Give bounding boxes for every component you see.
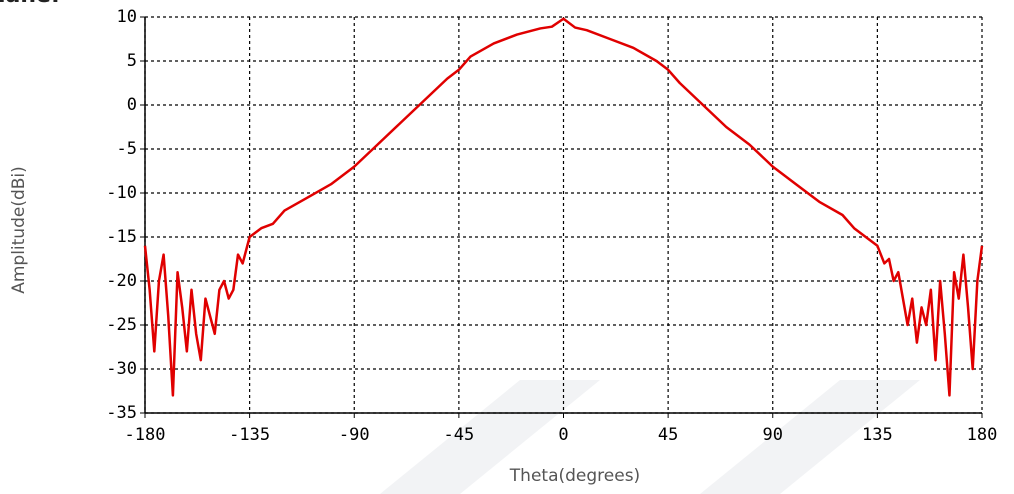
y-tick-label: -35 [106, 403, 137, 423]
y-tick-label: 10 [117, 7, 137, 27]
background-shape [700, 380, 920, 494]
y-tick-label: -25 [106, 315, 137, 335]
x-tick-label: 0 [558, 425, 568, 445]
x-tick-label: 90 [763, 425, 783, 445]
y-tick-label: 0 [127, 95, 137, 115]
x-tick-label: 135 [862, 425, 893, 445]
x-axis-title: Theta(degrees) [509, 466, 640, 486]
y-tick-label: -15 [106, 227, 137, 247]
y-tick-label: -5 [117, 139, 137, 159]
data-line [143, 17, 984, 397]
x-tick-label: -180 [125, 425, 166, 445]
x-tick-label: 180 [967, 425, 998, 445]
x-tick-label: 45 [658, 425, 678, 445]
y-tick-label: -10 [106, 183, 137, 203]
x-tick-label: -90 [339, 425, 370, 445]
annotation: lane: [0, 0, 60, 8]
x-tick-label: -45 [444, 425, 475, 445]
x-tick-label: -135 [229, 425, 270, 445]
background-shape [380, 380, 600, 494]
y-tick-label: -30 [106, 359, 137, 379]
y-tick-label: -20 [106, 271, 137, 291]
y-axis-title: Amplitude(dBi) [9, 166, 29, 294]
y-tick-label: 5 [127, 51, 137, 71]
